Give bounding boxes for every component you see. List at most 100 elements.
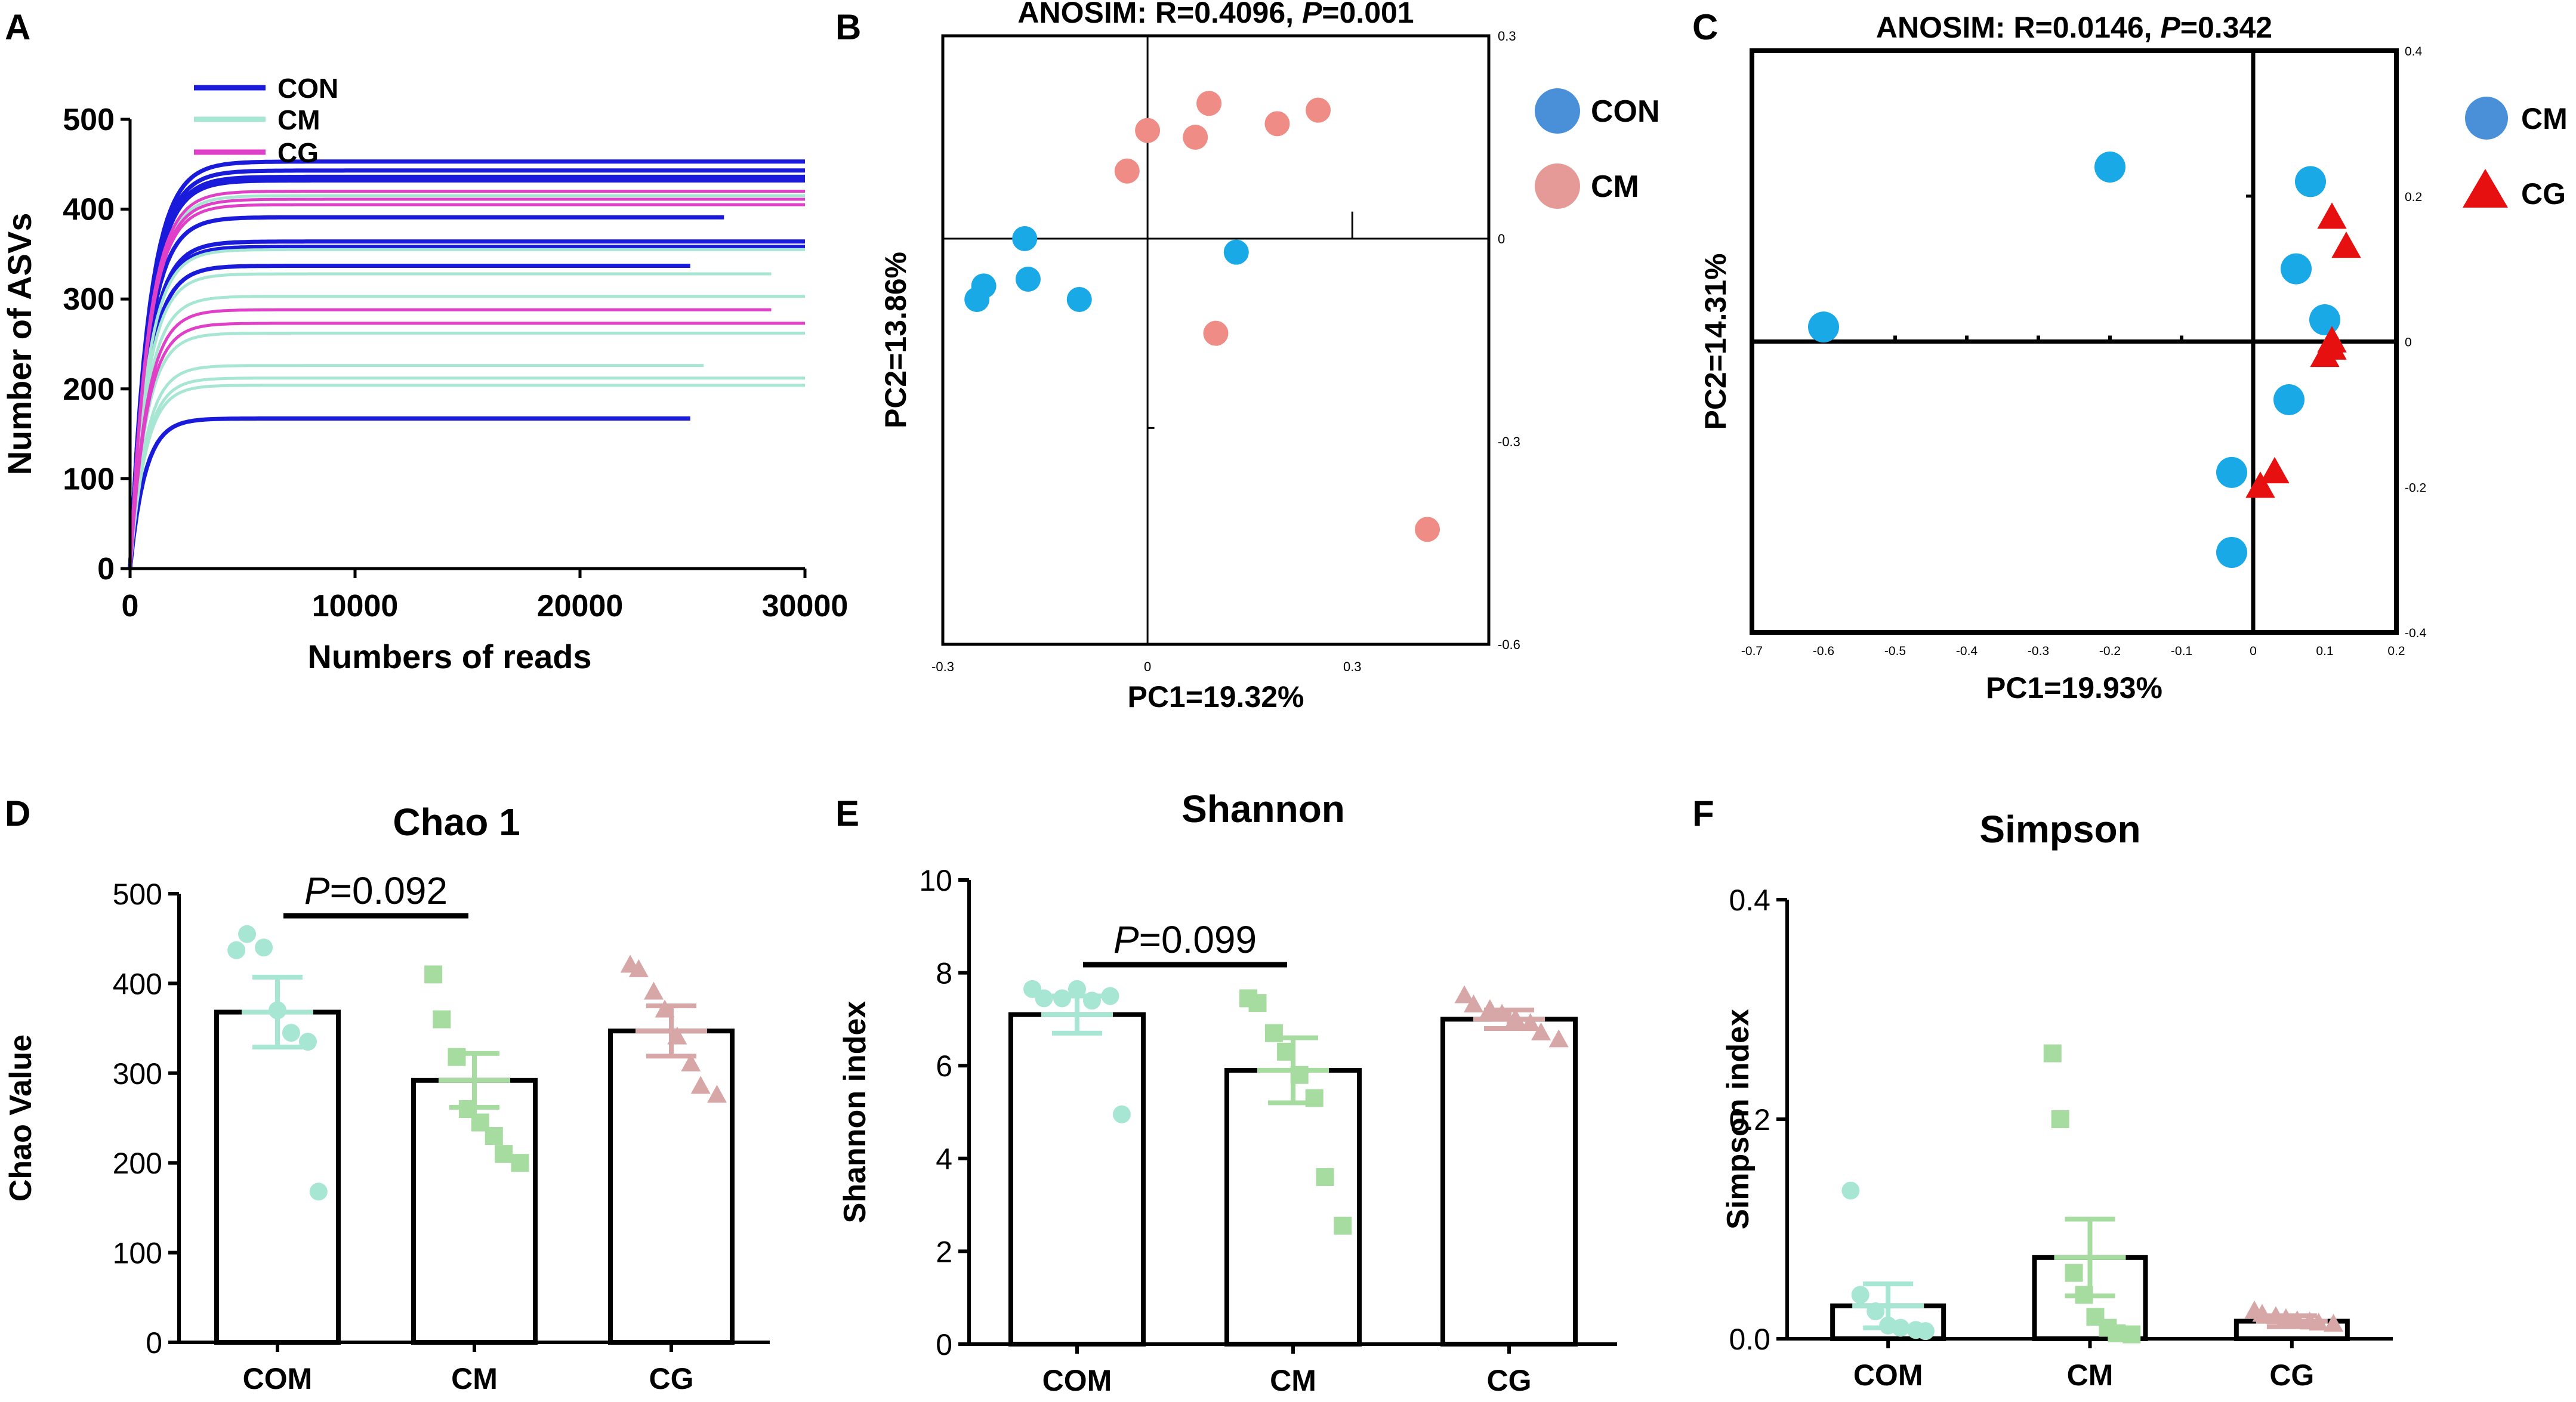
rarefaction-curve-cm xyxy=(128,248,805,569)
data-point xyxy=(1035,989,1053,1008)
rarefaction-curve-con xyxy=(128,239,805,569)
data-point xyxy=(433,1010,451,1029)
legend-label-cm: CM xyxy=(1591,169,1639,204)
data-point xyxy=(448,1048,466,1066)
point-cm xyxy=(1203,320,1229,346)
data-point xyxy=(2065,1264,2083,1282)
rarefaction-curve-cm xyxy=(128,376,805,569)
x-tick-label: 10000 xyxy=(312,589,399,623)
title-p-symbol: P xyxy=(2160,11,2180,44)
chart-title: Shannon xyxy=(1181,788,1345,830)
title-p-symbol: P xyxy=(1302,0,1322,29)
data-point xyxy=(2043,1044,2062,1063)
y-tick-label: -0.6 xyxy=(1498,637,1520,652)
rarefaction-curve-cg xyxy=(128,203,805,569)
data-point xyxy=(1464,995,1484,1013)
x-axis-label: PC1=19.93% xyxy=(1986,671,2162,705)
y-tick-label: 500 xyxy=(113,878,162,911)
data-point xyxy=(2051,1110,2069,1128)
x-tick-label: -0.6 xyxy=(1813,644,1834,658)
y-axis-label: Chao Value xyxy=(4,1034,38,1202)
y-tick-label: 400 xyxy=(63,193,115,227)
x-tick-label: 0 xyxy=(2250,644,2257,658)
data-point xyxy=(511,1154,529,1172)
panel-label-e: E xyxy=(835,793,859,833)
x-tick-label: 0.1 xyxy=(2316,644,2333,658)
data-point xyxy=(1112,1105,1131,1123)
x-tick-label: 20000 xyxy=(537,589,624,623)
y-tick-label: 500 xyxy=(63,103,115,137)
bar-plot-e: Shannon 0 2 4 6 8 10 Shannon index COM CM CG P=0.09… xyxy=(838,788,1617,1397)
point-con xyxy=(1223,239,1249,265)
point-con xyxy=(964,287,990,312)
rarefaction-plot: 0 10000 20000 30000 0 100 200 300 400 500 Numbers … xyxy=(1,73,848,675)
x-tick-label: 0.2 xyxy=(2387,644,2405,658)
rarefaction-curve-cg xyxy=(128,190,805,569)
y-tick-label: 100 xyxy=(113,1237,162,1270)
chart-title: Simpson xyxy=(1979,808,2140,851)
x-tick-label: CM xyxy=(1270,1364,1316,1397)
point-cm xyxy=(2281,253,2312,285)
y-tick-label: 2 xyxy=(936,1235,952,1268)
y-tick-label: 10 xyxy=(919,864,952,897)
x-tick-label: COM xyxy=(1853,1358,1923,1392)
data-point xyxy=(628,959,649,977)
p-value: =0.099 xyxy=(1139,918,1257,961)
x-tick-label: -0.2 xyxy=(2099,644,2121,658)
significance-label: P=0.092 xyxy=(304,869,448,912)
y-axis-label: PC2=13.86% xyxy=(879,252,912,428)
data-point xyxy=(282,1024,300,1042)
x-tick-label: COM xyxy=(1042,1364,1112,1397)
data-point xyxy=(1531,1022,1551,1040)
data-point xyxy=(1334,1216,1352,1235)
legend-label-cg: CG xyxy=(2521,177,2566,211)
panel-label-f: F xyxy=(1692,793,1714,833)
y-tick-label: 8 xyxy=(936,957,952,990)
bar-cg xyxy=(608,1029,735,1345)
y-axis-label: Number of ASVs xyxy=(1,213,38,475)
rarefaction-curve-con xyxy=(128,264,690,569)
y-tick-label: 0 xyxy=(97,552,115,586)
y-tick-label: 0.3 xyxy=(1498,29,1516,44)
y-tick-label: -0.4 xyxy=(2405,626,2427,640)
bar-com xyxy=(1008,1012,1146,1347)
legend-label-cg: CG xyxy=(277,137,319,168)
data-point xyxy=(1068,980,1086,998)
data-point xyxy=(1916,1322,1935,1341)
data-point xyxy=(1454,985,1474,1003)
rarefaction-curve-cm xyxy=(128,364,704,569)
p-symbol: P xyxy=(304,869,330,912)
point-cg xyxy=(2245,471,2275,498)
x-tick-label: -0.1 xyxy=(2171,644,2192,658)
pcoa-plot-b: ANOSIM: R=0.4096, P=0.001 -0.3 0 0.3 0.3 0 -0.… xyxy=(879,0,1660,714)
point-cm xyxy=(2094,152,2125,183)
data-point xyxy=(2324,1314,2344,1332)
data-point xyxy=(690,1076,711,1094)
point-cg xyxy=(2260,456,2290,484)
data-point xyxy=(1101,987,1119,1005)
y-tick-label: 0 xyxy=(2405,336,2412,350)
x-tick-label: 0.3 xyxy=(1343,659,1362,674)
point-cm xyxy=(1808,311,1839,343)
pcoa-plot-c: ANOSIM: R=0.0146, P=0.342 -0.7 -0.6 -0.5 -0.… xyxy=(1699,11,2568,705)
panel-label-d: D xyxy=(5,793,30,833)
rarefaction-curve-con xyxy=(128,168,805,569)
bar-plot-d: Chao 1 0 100 200 300 400 500 Chao Value COM CM CG P… xyxy=(4,801,770,1395)
data-point xyxy=(485,1127,503,1145)
bar-plot-f: Simpson 0.0 0.2 0.4 Simpson index COM CM CG xyxy=(1721,808,2393,1392)
rarefaction-curve-con xyxy=(128,245,805,569)
p-value: =0.092 xyxy=(330,869,448,912)
legend-label-con: CON xyxy=(277,73,338,104)
x-tick-label: CM xyxy=(451,1362,498,1395)
point-cm xyxy=(1415,517,1440,542)
x-tick-label: COM xyxy=(243,1362,313,1395)
rarefaction-curve-cg xyxy=(128,197,805,569)
y-tick-label: 0.2 xyxy=(1729,1103,1770,1137)
plot-frame xyxy=(941,34,1491,646)
y-tick-label: 0 xyxy=(146,1326,162,1360)
bar-cg xyxy=(1440,1017,1578,1347)
rarefaction-curve-cm xyxy=(128,272,772,569)
data-point xyxy=(1548,1029,1569,1048)
point-cm xyxy=(1114,158,1140,184)
data-point xyxy=(643,981,664,1000)
